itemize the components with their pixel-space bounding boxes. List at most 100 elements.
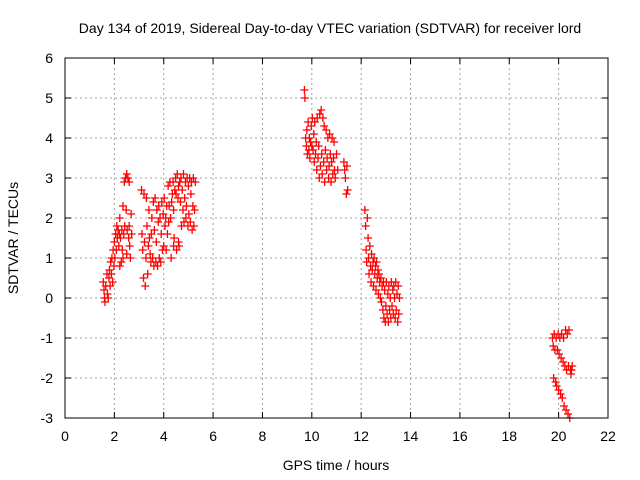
data-point (179, 170, 188, 178)
data-point (117, 258, 126, 266)
axis-ticks (64, 57, 609, 419)
x-tick-label: 14 (403, 428, 419, 444)
data-point (138, 246, 147, 254)
data-point (365, 242, 374, 250)
data-point (313, 154, 322, 162)
data-point (186, 190, 195, 198)
data-point (164, 182, 173, 190)
data-point (556, 390, 565, 398)
data-point (343, 186, 352, 194)
data-point (123, 226, 132, 234)
data-point (127, 210, 136, 218)
data-point (138, 230, 147, 238)
data-point (320, 122, 329, 130)
data-point (141, 282, 150, 290)
x-tick-label: 12 (353, 428, 369, 444)
data-point (144, 242, 153, 250)
data-point (115, 262, 124, 270)
y-tick-label: 2 (45, 210, 53, 226)
x-tick-label: 2 (110, 428, 118, 444)
plot-frame (64, 57, 609, 419)
data-point (160, 222, 169, 230)
data-point (322, 126, 331, 134)
data-point (314, 142, 323, 150)
data-point (553, 346, 562, 354)
x-tick-label: 10 (304, 428, 320, 444)
data-point (310, 158, 319, 166)
data-point (169, 242, 178, 250)
y-tick-label: 4 (45, 130, 53, 146)
data-point (156, 258, 165, 266)
data-point (554, 386, 563, 394)
data-point (372, 258, 381, 266)
data-point (363, 214, 372, 222)
y-tick-label: 6 (45, 50, 53, 66)
x-tick-label: 4 (160, 428, 168, 444)
data-point (118, 246, 127, 254)
x-tick-label: 22 (600, 428, 616, 444)
x-tick-label: 6 (209, 428, 217, 444)
data-point (105, 266, 114, 274)
data-point (152, 238, 161, 246)
data-point (164, 218, 173, 226)
data-point (172, 190, 181, 198)
data-point (362, 246, 371, 254)
data-point (139, 274, 148, 282)
x-tick-label: 16 (452, 428, 468, 444)
data-point (332, 150, 341, 158)
data-point (559, 334, 568, 342)
data-point (395, 294, 404, 302)
data-point (170, 234, 179, 242)
x-tick-label: 20 (551, 428, 567, 444)
x-tick-label: 18 (501, 428, 517, 444)
data-point (394, 282, 403, 290)
data-point (360, 206, 369, 214)
data-point (99, 286, 108, 294)
y-tick-label: 1 (45, 250, 53, 266)
data-point (180, 194, 189, 202)
data-point (317, 106, 326, 114)
data-point (140, 238, 149, 246)
data-point (342, 162, 351, 170)
data-point (149, 198, 158, 206)
data-point (388, 286, 397, 294)
data-point (145, 234, 154, 242)
data-point (143, 270, 152, 278)
data-point (170, 186, 179, 194)
data-point (361, 222, 370, 230)
data-point (307, 122, 316, 130)
data-point (188, 226, 197, 234)
data-point (552, 382, 561, 390)
data-point (115, 214, 124, 222)
data-point (144, 206, 153, 214)
data-point (318, 114, 327, 122)
y-tick-label: -1 (41, 330, 54, 346)
chart-title: Day 134 of 2019, Sidereal Day-to-day VTE… (79, 20, 581, 36)
data-point (178, 206, 187, 214)
data-point (186, 218, 195, 226)
data-point (549, 374, 558, 382)
data-point (119, 254, 128, 262)
data-point (565, 326, 574, 334)
data-point (174, 182, 183, 190)
y-tick-label: 5 (45, 90, 53, 106)
data-point (114, 242, 123, 250)
data-point (555, 350, 564, 358)
data-point (318, 170, 327, 178)
data-point (307, 142, 316, 150)
data-point (127, 230, 136, 238)
data-point (108, 278, 117, 286)
data-point (327, 158, 336, 166)
data-point (319, 158, 328, 166)
data-points (99, 86, 577, 422)
data-point (394, 310, 403, 318)
data-point (126, 254, 135, 262)
data-point (568, 362, 577, 370)
data-point (330, 138, 339, 146)
data-point (302, 126, 311, 134)
data-point (189, 222, 198, 230)
data-point (374, 270, 383, 278)
data-point (376, 294, 385, 302)
x-tick-label: 0 (61, 428, 69, 444)
